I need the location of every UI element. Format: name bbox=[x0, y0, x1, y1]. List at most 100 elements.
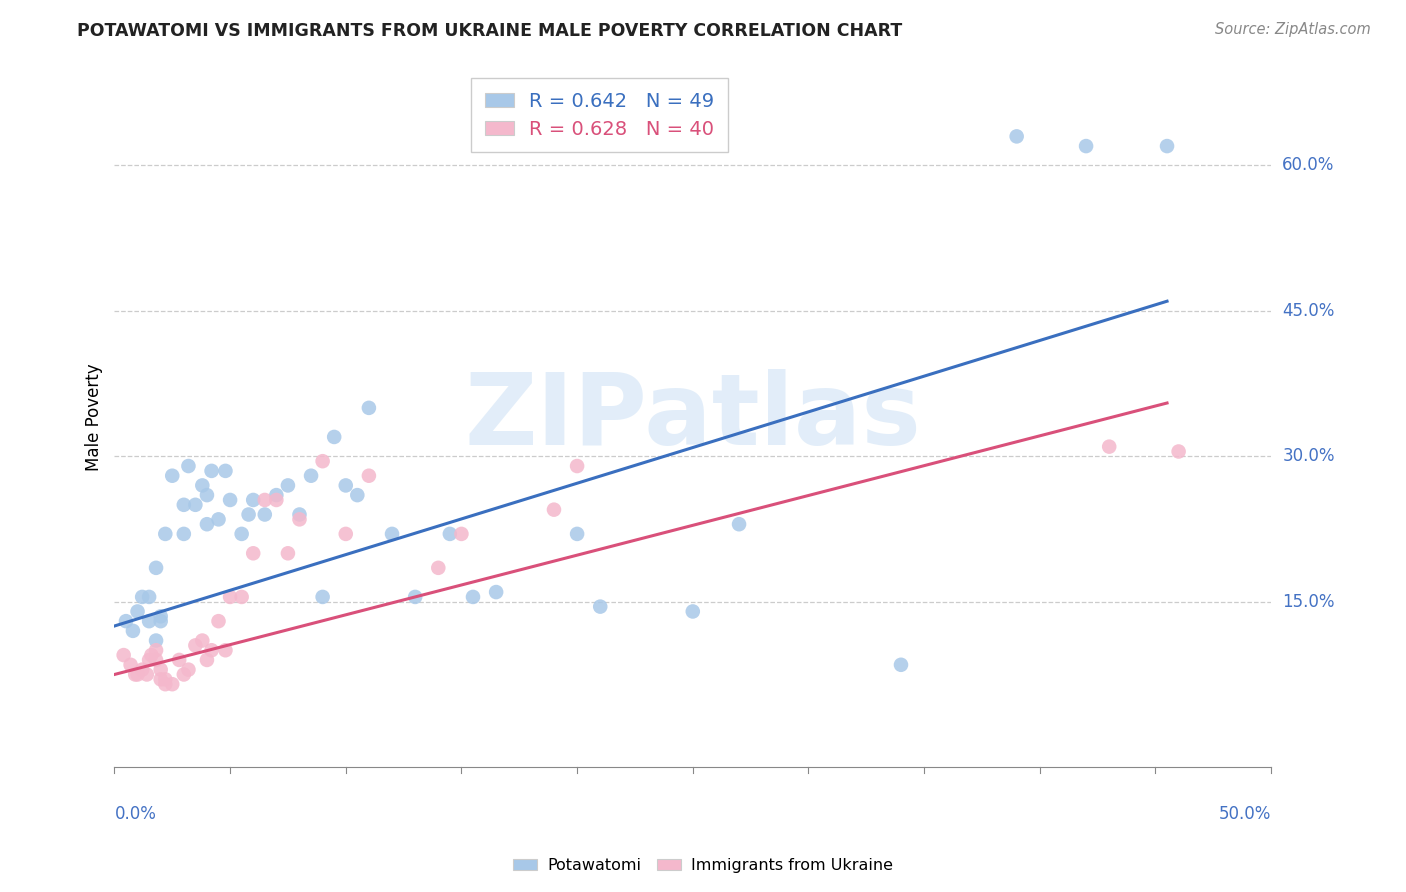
Point bbox=[207, 614, 229, 628]
Point bbox=[242, 493, 264, 508]
Point bbox=[127, 667, 149, 681]
Point bbox=[177, 458, 200, 473]
Point bbox=[589, 599, 612, 614]
Point bbox=[381, 527, 404, 541]
Point bbox=[253, 508, 276, 522]
Point bbox=[219, 493, 242, 508]
Point bbox=[311, 590, 333, 604]
Point bbox=[253, 493, 276, 508]
Point bbox=[145, 653, 167, 667]
Point bbox=[242, 546, 264, 560]
Point bbox=[238, 508, 260, 522]
Legend: Potawatomi, Immigrants from Ukraine: Potawatomi, Immigrants from Ukraine bbox=[508, 852, 898, 880]
Point bbox=[266, 493, 288, 508]
Point bbox=[173, 527, 195, 541]
Point bbox=[485, 585, 508, 599]
Point bbox=[565, 527, 588, 541]
Point bbox=[311, 454, 333, 468]
Text: 30.0%: 30.0% bbox=[1282, 447, 1334, 466]
Point bbox=[131, 590, 153, 604]
Point bbox=[145, 633, 167, 648]
Point bbox=[277, 478, 299, 492]
Point bbox=[323, 430, 346, 444]
Point bbox=[184, 498, 207, 512]
Point bbox=[231, 590, 253, 604]
Point bbox=[177, 663, 200, 677]
Point bbox=[214, 464, 236, 478]
Text: 60.0%: 60.0% bbox=[1282, 156, 1334, 175]
Point bbox=[1074, 139, 1097, 153]
Point bbox=[195, 517, 218, 532]
Point bbox=[112, 648, 135, 662]
Point bbox=[155, 677, 177, 691]
Point bbox=[131, 663, 153, 677]
Text: POTAWATOMI VS IMMIGRANTS FROM UKRAINE MALE POVERTY CORRELATION CHART: POTAWATOMI VS IMMIGRANTS FROM UKRAINE MA… bbox=[77, 22, 903, 40]
Point bbox=[357, 468, 380, 483]
Point bbox=[173, 667, 195, 681]
Point bbox=[145, 643, 167, 657]
Text: 15.0%: 15.0% bbox=[1282, 593, 1334, 611]
Point bbox=[543, 502, 565, 516]
Point bbox=[1098, 440, 1121, 454]
Point bbox=[200, 643, 222, 657]
Point bbox=[346, 488, 368, 502]
Point bbox=[565, 458, 588, 473]
Point bbox=[167, 653, 190, 667]
Point bbox=[122, 624, 145, 638]
Point bbox=[138, 653, 160, 667]
Point bbox=[138, 590, 160, 604]
Point bbox=[149, 673, 172, 687]
Point bbox=[155, 527, 177, 541]
Point bbox=[335, 527, 357, 541]
Point bbox=[404, 590, 426, 604]
Point bbox=[335, 478, 357, 492]
Point bbox=[266, 488, 288, 502]
Point bbox=[184, 639, 207, 653]
Text: 50.0%: 50.0% bbox=[1219, 805, 1271, 823]
Point bbox=[277, 546, 299, 560]
Point bbox=[162, 677, 184, 691]
Point bbox=[149, 609, 172, 624]
Point bbox=[191, 478, 214, 492]
Text: ZIPatlas: ZIPatlas bbox=[464, 369, 921, 466]
Point bbox=[200, 464, 222, 478]
Point bbox=[682, 604, 704, 618]
Point bbox=[288, 508, 311, 522]
Point bbox=[1156, 139, 1178, 153]
Text: 0.0%: 0.0% bbox=[114, 805, 156, 823]
Point bbox=[1167, 444, 1189, 458]
Point bbox=[450, 527, 472, 541]
Point bbox=[299, 468, 322, 483]
Text: 45.0%: 45.0% bbox=[1282, 301, 1334, 320]
Point bbox=[357, 401, 380, 415]
Text: Source: ZipAtlas.com: Source: ZipAtlas.com bbox=[1215, 22, 1371, 37]
Point bbox=[155, 673, 177, 687]
Point bbox=[1005, 129, 1028, 144]
Point bbox=[195, 488, 218, 502]
Point bbox=[162, 468, 184, 483]
Y-axis label: Male Poverty: Male Poverty bbox=[86, 364, 103, 471]
Point bbox=[219, 590, 242, 604]
Point bbox=[214, 643, 236, 657]
Point bbox=[138, 614, 160, 628]
Point bbox=[173, 498, 195, 512]
Point bbox=[149, 663, 172, 677]
Legend: R = 0.642   N = 49, R = 0.628   N = 40: R = 0.642 N = 49, R = 0.628 N = 40 bbox=[471, 78, 728, 153]
Point bbox=[115, 614, 138, 628]
Point bbox=[120, 657, 142, 672]
Point bbox=[124, 667, 146, 681]
Point bbox=[231, 527, 253, 541]
Point bbox=[149, 614, 172, 628]
Point bbox=[890, 657, 912, 672]
Point bbox=[141, 648, 163, 662]
Point bbox=[728, 517, 751, 532]
Point bbox=[288, 512, 311, 526]
Point bbox=[439, 527, 461, 541]
Point bbox=[127, 604, 149, 618]
Point bbox=[195, 653, 218, 667]
Point bbox=[427, 561, 450, 575]
Point bbox=[191, 633, 214, 648]
Point bbox=[207, 512, 229, 526]
Point bbox=[145, 561, 167, 575]
Point bbox=[461, 590, 484, 604]
